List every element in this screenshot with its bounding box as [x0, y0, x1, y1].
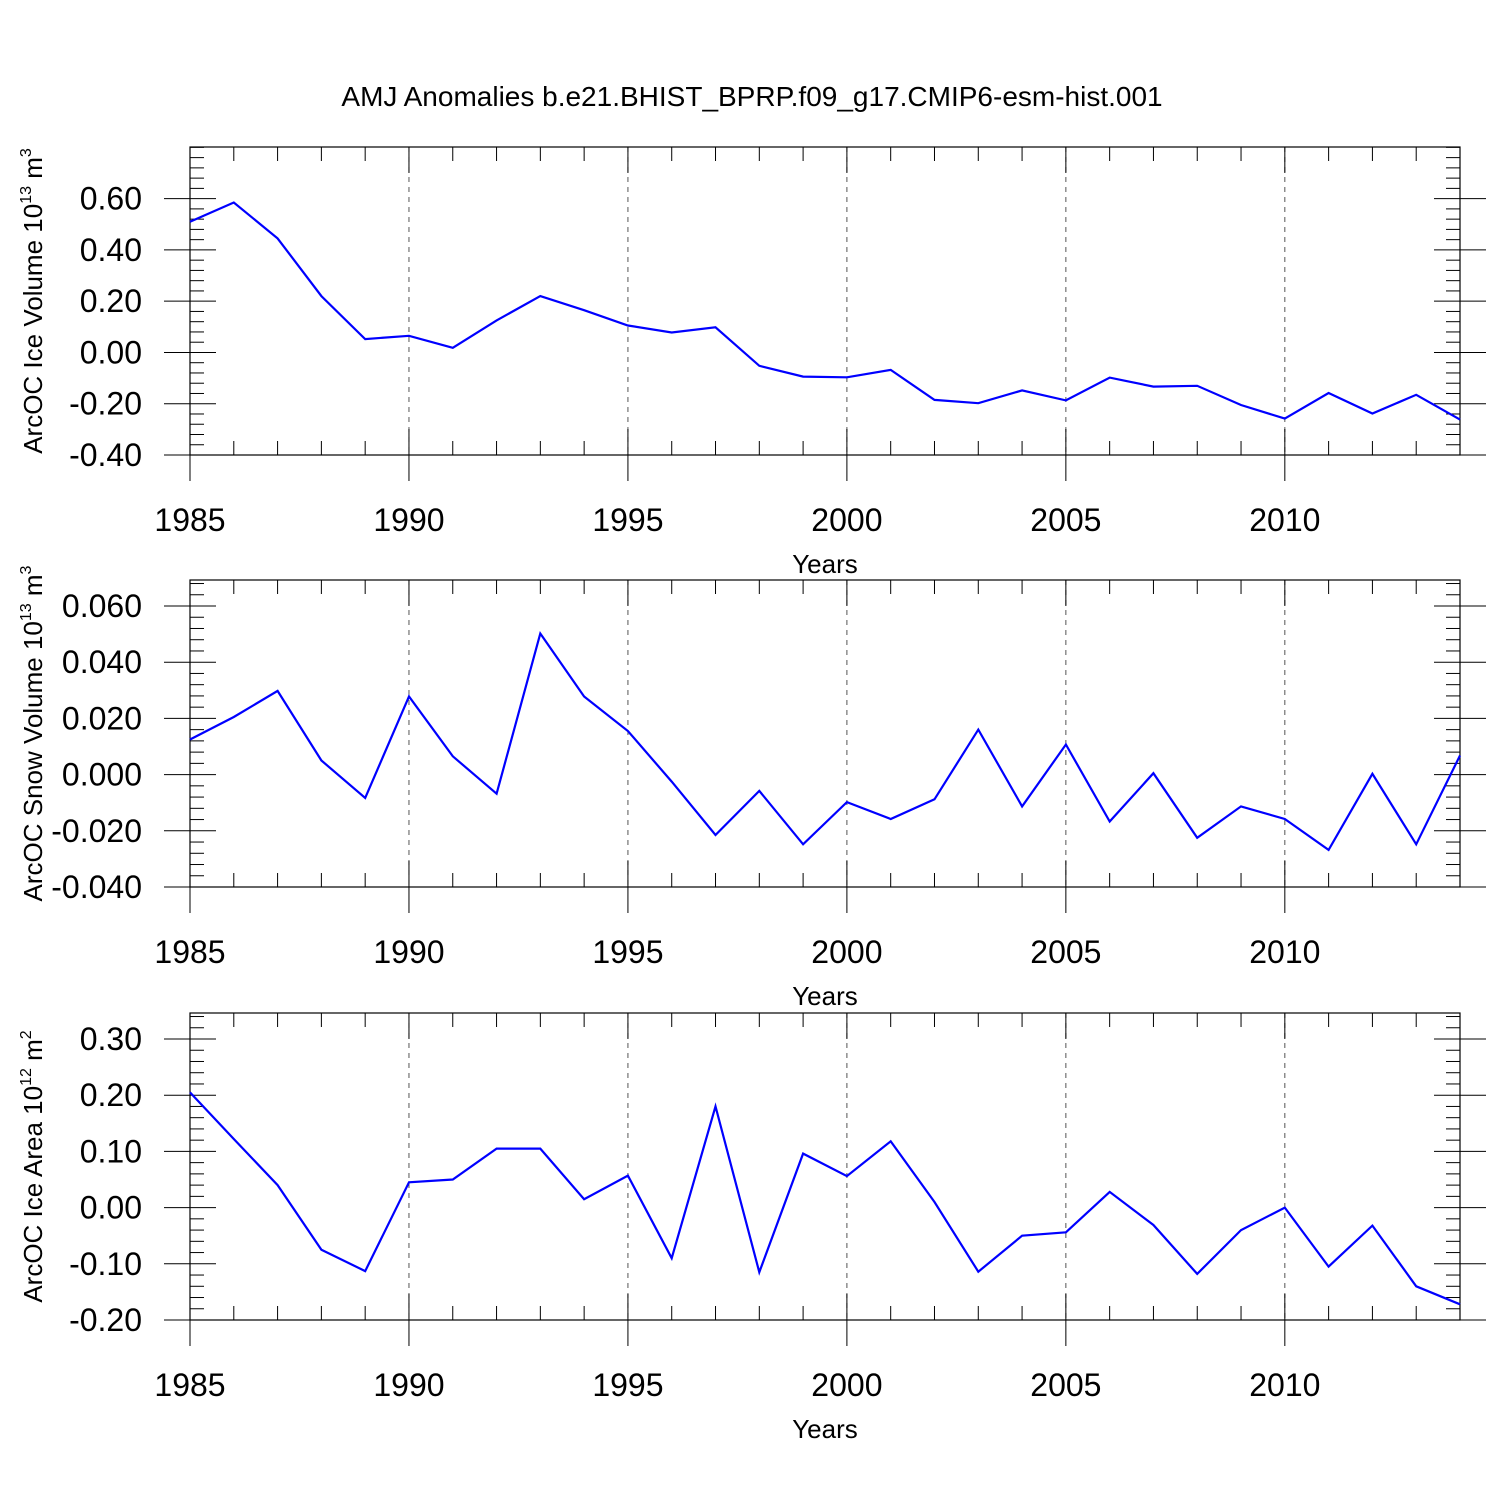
panel-1: 1985 1990 1995 2000 2005 2010 -0.40 -0.20 0.00 0.…	[18, 146, 1486, 579]
x-tick-label: 2005	[1030, 502, 1101, 538]
x-axis-label: Years	[792, 981, 858, 1011]
x-tick-label: 2000	[811, 934, 882, 970]
x-tick-label: 2000	[811, 1367, 882, 1403]
x-tick-label: 2000	[811, 502, 882, 538]
y-tick-label: -0.10	[69, 1246, 142, 1282]
x-tick-label: 1990	[373, 1367, 444, 1403]
x-tick-label: 1995	[592, 502, 663, 538]
x-tick-label: 1990	[373, 502, 444, 538]
x-tick-label: 1990	[373, 934, 444, 970]
series-line	[189, 1091, 1461, 1306]
x-axis-label: Years	[792, 1414, 858, 1444]
panel-3: 1985 1990 1995 2000 2005 2010 -0.20 -0.10 0.00 0.…	[18, 1012, 1486, 1444]
x-tick-label: 2010	[1249, 934, 1320, 970]
y-tick-label: -0.20	[69, 1302, 142, 1338]
x-tick-label: 1995	[592, 934, 663, 970]
y-tick-label: 0.10	[80, 1133, 142, 1169]
y-tick-label: 0.30	[80, 1021, 142, 1057]
series-line	[189, 630, 1461, 852]
x-tick-label: 2010	[1249, 1367, 1320, 1403]
y-tick-label: 0.20	[80, 283, 142, 319]
plot-frame	[189, 1012, 1461, 1321]
x-tick-label: 1995	[592, 1367, 663, 1403]
y-tick-label: 0.00	[80, 1190, 142, 1226]
y-tick-label: 0.000	[62, 757, 142, 793]
y-axis-label: ArcOC Ice Volume 1013 m3	[18, 148, 48, 454]
x-tick-label: 2005	[1030, 1367, 1101, 1403]
y-tick-label: 0.060	[62, 588, 142, 624]
x-tick-label: 1985	[154, 1367, 225, 1403]
plot-frame	[189, 146, 1461, 456]
y-tick-label: 0.20	[80, 1077, 142, 1113]
y-tick-label: -0.40	[69, 437, 142, 473]
series-line	[189, 201, 1461, 421]
y-tick-label: 0.040	[62, 644, 142, 680]
chart-title: AMJ Anomalies b.e21.BHIST_BPRP.f09_g17.C…	[341, 81, 1162, 112]
y-tick-label: -0.040	[51, 869, 142, 905]
plot-frame	[189, 579, 1461, 888]
x-tick-label: 2010	[1249, 502, 1320, 538]
y-axis-label: ArcOC Ice Area 1012 m2	[18, 1030, 48, 1302]
y-axis-label: ArcOC Snow Volume 1013 m3	[18, 565, 48, 901]
y-tick-label: 0.00	[80, 334, 142, 370]
x-tick-label: 1985	[154, 502, 225, 538]
x-tick-label: 2005	[1030, 934, 1101, 970]
y-tick-label: 0.020	[62, 700, 142, 736]
panel-2: 1985 1990 1995 2000 2005 2010 -0.040 -0.020 0.00…	[18, 565, 1486, 1011]
y-tick-label: -0.20	[69, 386, 142, 422]
y-tick-label: 0.40	[80, 232, 142, 268]
x-tick-label: 1985	[154, 934, 225, 970]
y-tick-label: 0.60	[80, 181, 142, 217]
x-axis-label: Years	[792, 549, 858, 579]
y-tick-label: -0.020	[51, 813, 142, 849]
